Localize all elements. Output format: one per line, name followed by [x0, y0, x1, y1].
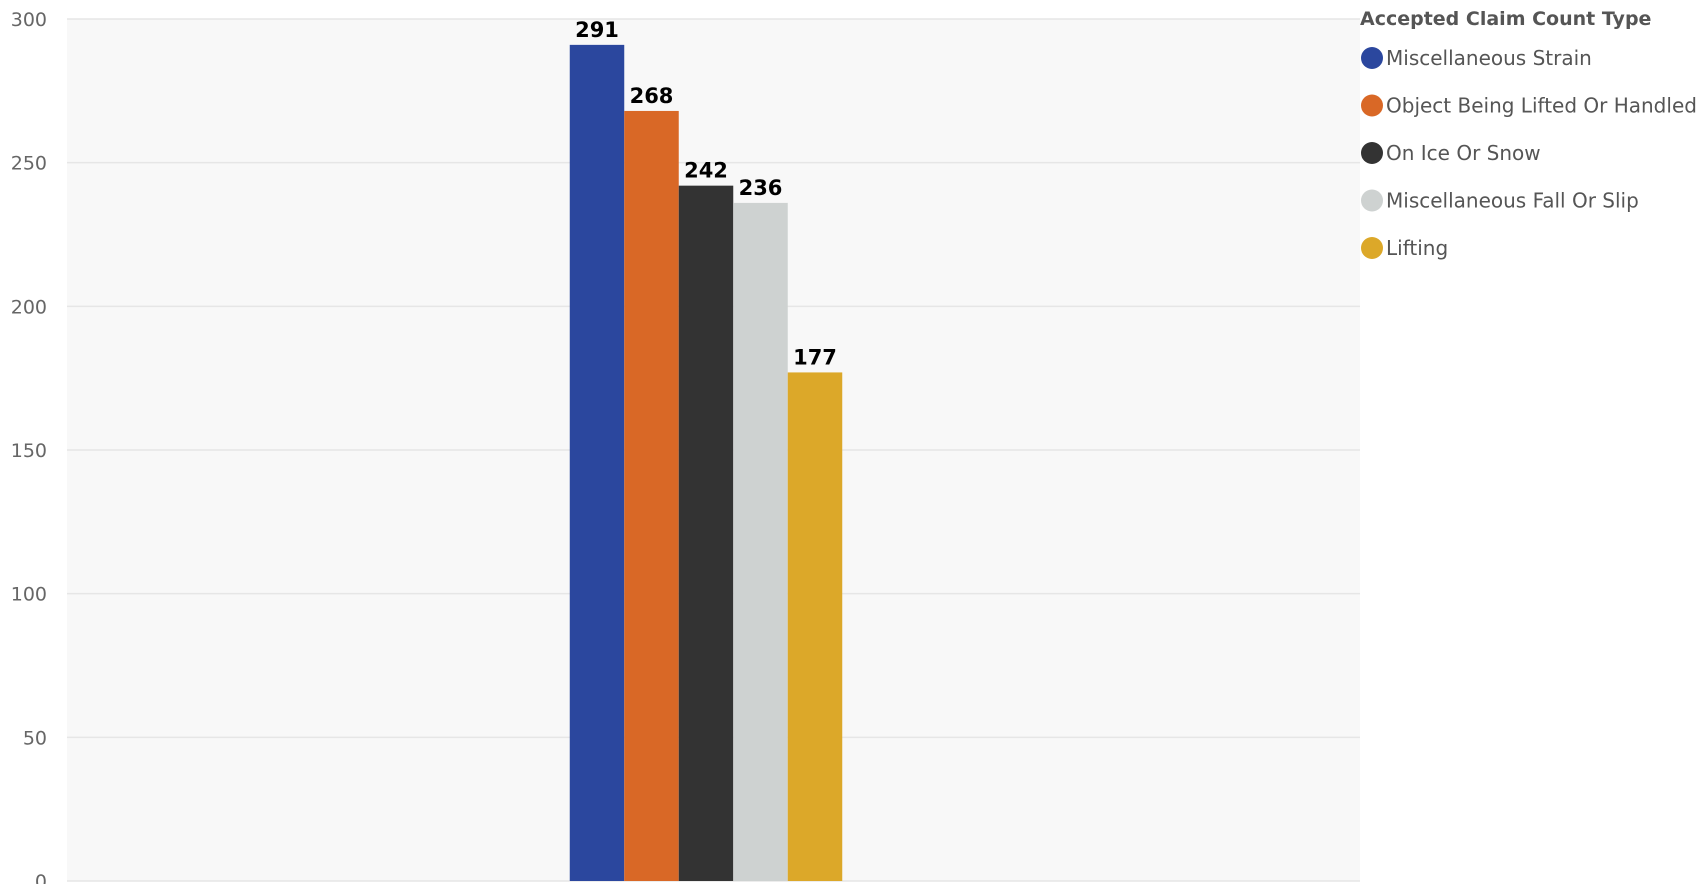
legend-label: Miscellaneous Fall Or Slip	[1386, 189, 1639, 213]
bar[interactable]	[678, 185, 734, 882]
data-label: 177	[793, 345, 837, 369]
bar[interactable]	[787, 372, 843, 881]
legend: Accepted Claim Count Type Miscellaneous …	[1360, 8, 1697, 260]
data-label: 242	[684, 159, 728, 183]
legend-marker	[1361, 94, 1383, 117]
y-tick-label: 0	[35, 871, 47, 884]
legend-item[interactable]: Lifting	[1361, 236, 1448, 260]
legend-marker	[1361, 47, 1383, 69]
legend-item[interactable]: On Ice Or Snow	[1361, 141, 1541, 165]
legend-label: Miscellaneous Strain	[1386, 46, 1592, 70]
legend-marker	[1361, 237, 1383, 259]
y-tick-label: 250	[11, 153, 47, 175]
legend-label: Object Being Lifted Or Handled	[1386, 94, 1697, 118]
legend-label: On Ice Or Snow	[1386, 141, 1541, 165]
legend-label: Lifting	[1386, 236, 1448, 260]
bar[interactable]	[624, 110, 679, 882]
data-label: 268	[630, 84, 674, 108]
bar[interactable]	[733, 202, 788, 882]
legend-item[interactable]: Miscellaneous Fall Or Slip	[1361, 189, 1639, 213]
y-tick-label: 150	[11, 440, 47, 462]
bars	[569, 44, 843, 882]
data-label: 236	[739, 176, 783, 200]
legend-title: Accepted Claim Count Type	[1360, 8, 1651, 30]
legend-marker	[1361, 142, 1383, 164]
y-tick-label: 300	[11, 9, 47, 31]
y-tick-label: 100	[11, 584, 47, 606]
data-labels: 291 268 242 236 177	[575, 18, 837, 370]
legend-item[interactable]: Object Being Lifted Or Handled	[1361, 94, 1697, 118]
bar[interactable]	[569, 44, 625, 882]
y-axis: 0 50 100 150 200 250 300	[11, 9, 47, 884]
legend-item[interactable]: Miscellaneous Strain	[1361, 46, 1592, 70]
y-tick-label: 200	[11, 296, 47, 318]
data-label: 291	[575, 18, 619, 42]
legend-marker	[1361, 189, 1383, 212]
y-tick-label: 50	[23, 727, 47, 749]
